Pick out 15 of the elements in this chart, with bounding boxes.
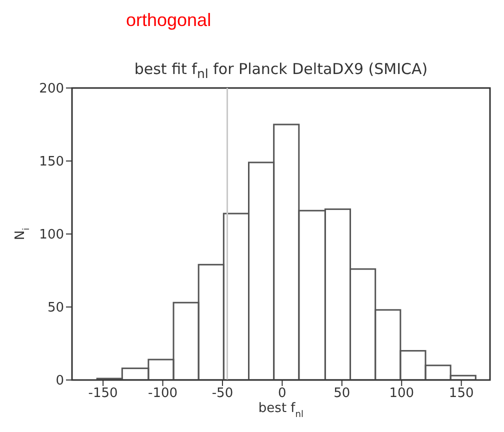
x-tick-label: 150 (448, 386, 474, 402)
y-tick-label: 200 (39, 82, 64, 97)
x-tick-label: -150 (88, 386, 118, 402)
x-tick-label: 0 (278, 386, 286, 402)
x-tick-label: -100 (148, 386, 178, 402)
text: orthogonal (126, 10, 212, 31)
y-tick-label: 100 (39, 228, 64, 243)
x-tick-label: 100 (389, 386, 414, 402)
x-tick-label: -50 (212, 386, 234, 402)
x-axis-title: best f$_{nl}$ (258, 401, 304, 420)
chart-title: best fit f$_{nl}$ for Planck DeltaDX9 (SMICA) (133, 60, 429, 81)
y-tick-label: 0 (56, 374, 64, 389)
x-tick-label: 50 (334, 386, 350, 402)
y-tick-label: 50 (47, 300, 64, 316)
y-tick-label: 150 (39, 154, 64, 170)
